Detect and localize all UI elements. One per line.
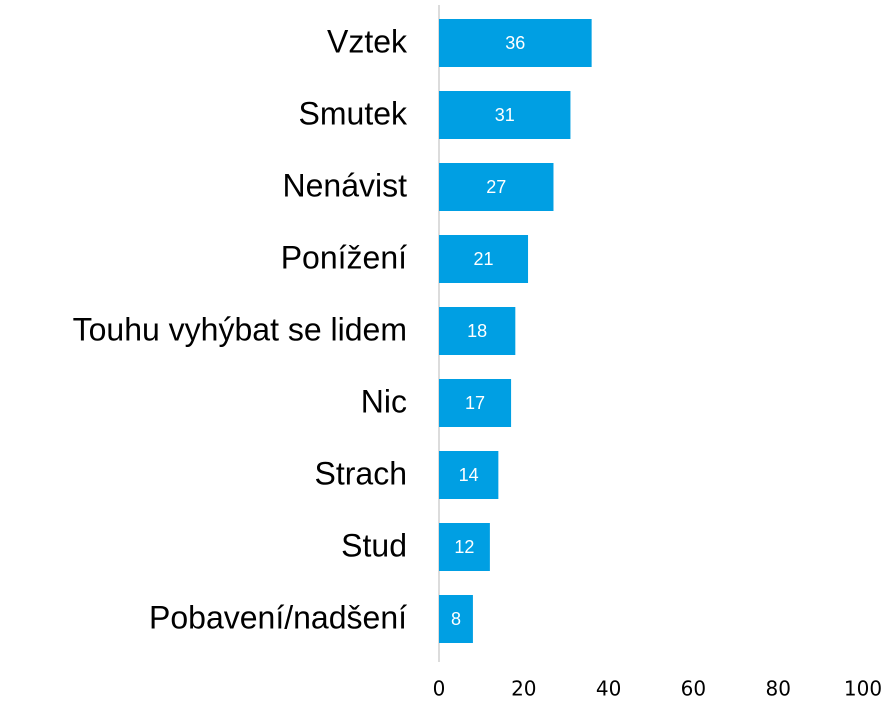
bar xyxy=(439,235,529,283)
y-tick-label: Nic xyxy=(361,383,407,419)
y-tick-label: Smutek xyxy=(299,95,408,131)
x-tick-label: 100 xyxy=(844,677,882,701)
bar xyxy=(439,19,592,67)
x-tick-label: 60 xyxy=(681,677,706,701)
x-tick-label: 0 xyxy=(433,677,446,701)
bar xyxy=(439,163,554,211)
value-label: 8 xyxy=(451,609,461,629)
bar xyxy=(439,91,571,139)
y-tick-label: Nenávist xyxy=(283,167,408,203)
y-tick-label: Ponížení xyxy=(281,239,407,275)
x-tick-label: 80 xyxy=(765,677,790,701)
y-tick-label: Stud xyxy=(341,527,407,563)
bar xyxy=(439,523,490,571)
bar xyxy=(439,451,499,499)
bar xyxy=(439,379,512,427)
value-label: 27 xyxy=(486,177,506,197)
y-tick-label: Vztek xyxy=(327,23,408,59)
value-label: 12 xyxy=(454,537,474,557)
value-label: 31 xyxy=(495,105,515,125)
bar xyxy=(439,307,516,355)
value-label: 14 xyxy=(459,465,479,485)
value-label: 18 xyxy=(467,321,487,341)
x-tick-label: 20 xyxy=(511,677,536,701)
y-tick-label: Strach xyxy=(315,455,407,491)
value-label: 36 xyxy=(505,33,525,53)
bar xyxy=(439,595,473,643)
x-tick-label: 40 xyxy=(596,677,621,701)
value-label: 17 xyxy=(465,393,485,413)
value-label: 21 xyxy=(474,249,494,269)
y-tick-label: Touhu vyhýbat se lidem xyxy=(73,311,407,347)
y-tick-label: Pobavení/nadšení xyxy=(149,599,407,635)
